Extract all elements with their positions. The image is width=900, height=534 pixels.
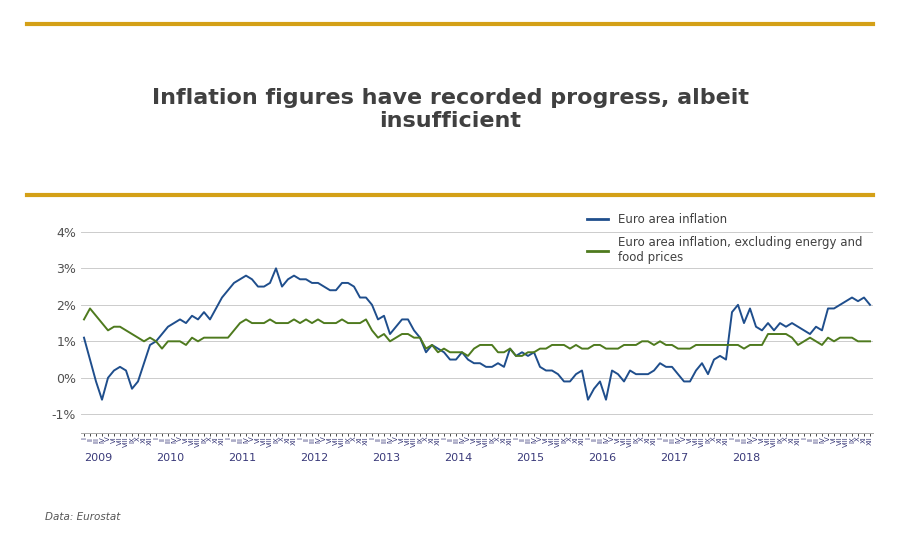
- Text: 2014: 2014: [444, 453, 472, 462]
- Text: 2011: 2011: [228, 453, 256, 462]
- Text: Data: Eurostat: Data: Eurostat: [45, 512, 121, 522]
- Text: 2016: 2016: [588, 453, 617, 462]
- Text: Inflation figures have recorded progress, albeit
insufficient: Inflation figures have recorded progress…: [151, 88, 749, 131]
- Text: 2018: 2018: [732, 453, 760, 462]
- Text: 2010: 2010: [156, 453, 184, 462]
- Text: 2013: 2013: [372, 453, 400, 462]
- Text: 2015: 2015: [516, 453, 544, 462]
- Text: 2012: 2012: [300, 453, 328, 462]
- Text: 2009: 2009: [84, 453, 112, 462]
- Text: 2017: 2017: [660, 453, 688, 462]
- Legend: Euro area inflation, Euro area inflation, excluding energy and
food prices: Euro area inflation, Euro area inflation…: [582, 209, 867, 269]
